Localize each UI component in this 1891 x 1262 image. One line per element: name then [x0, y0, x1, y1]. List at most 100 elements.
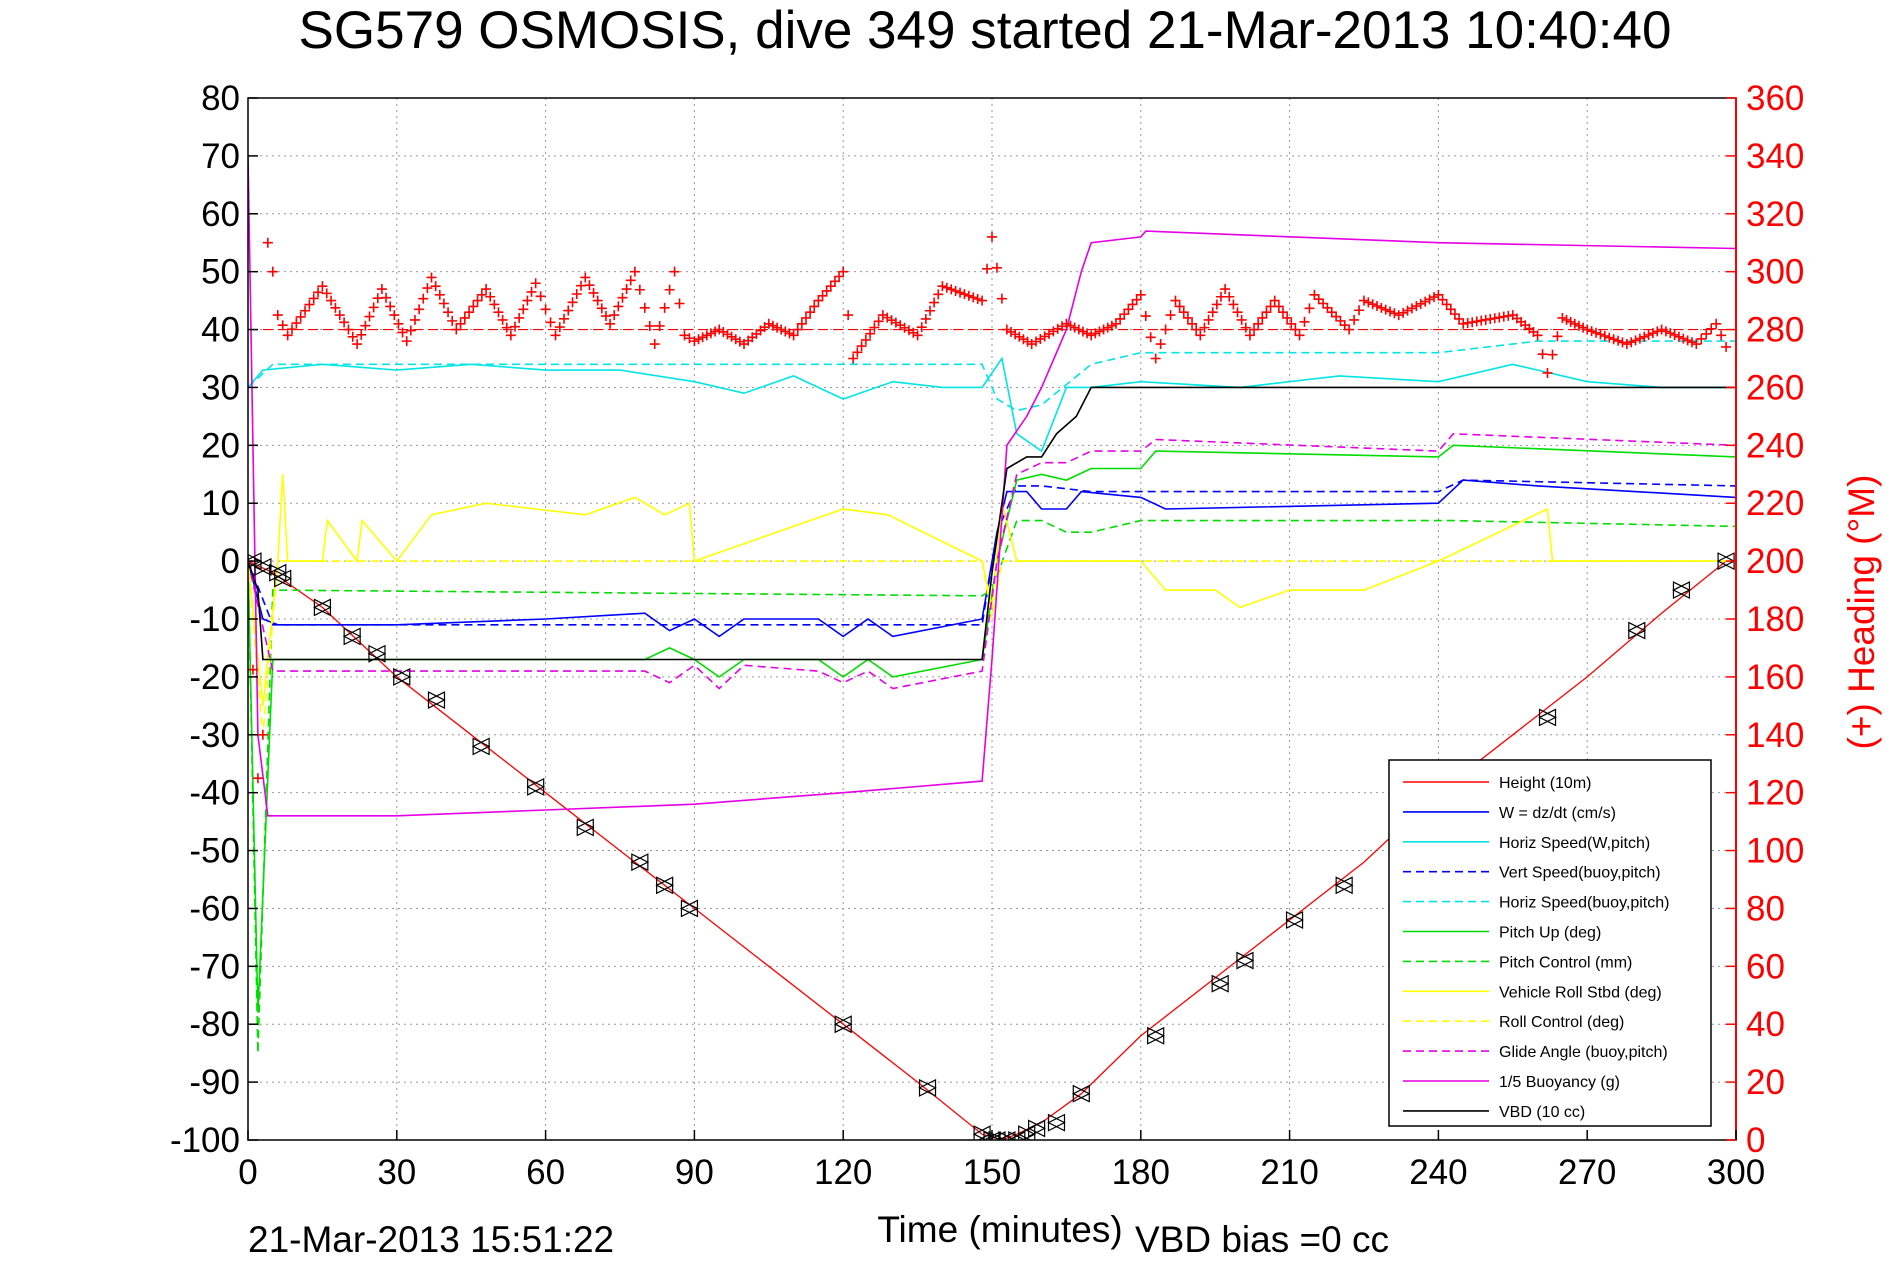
- heading-marker: [609, 310, 620, 321]
- x-tick-label: 150: [963, 1153, 1021, 1192]
- heading-marker: [1282, 312, 1293, 323]
- heading-marker: [767, 320, 778, 331]
- heading-marker: [505, 330, 516, 341]
- heading-marker: [1595, 329, 1606, 340]
- legend: Height (10m) W = dz/dt (cm/s) Horiz Speed(…: [1388, 759, 1712, 1127]
- heading-marker: [1363, 297, 1374, 308]
- heading-marker: [368, 302, 379, 313]
- heading-marker: [567, 297, 578, 308]
- heading-marker: [518, 304, 529, 315]
- heading-marker: [1182, 312, 1193, 323]
- heading-marker: [852, 347, 863, 358]
- heading-marker: [674, 298, 685, 309]
- heading-marker: [326, 295, 337, 306]
- heading-marker: [1537, 349, 1548, 360]
- heading-marker: [886, 315, 897, 326]
- depth-marker: [1146, 1026, 1165, 1045]
- heading-marker: [334, 310, 345, 321]
- heading-marker: [272, 310, 283, 321]
- heading-marker: [1155, 339, 1166, 350]
- heading-marker: [941, 282, 952, 293]
- heading-marker: [1232, 307, 1243, 318]
- y-tick-label: -30: [189, 716, 240, 755]
- heading-marker: [977, 295, 988, 306]
- heading-marker: [1665, 328, 1676, 339]
- heading-marker: [1372, 301, 1383, 312]
- heading-marker: [621, 284, 632, 295]
- heading-marker: [1006, 326, 1017, 337]
- heading-marker: [1039, 331, 1050, 342]
- heading-marker: [1673, 331, 1684, 342]
- heading-marker: [955, 287, 966, 298]
- heading-marker: [605, 318, 616, 329]
- heading-marker: [882, 312, 893, 323]
- series-line-7: [248, 474, 1736, 706]
- heading-marker: [481, 284, 492, 295]
- heading-marker: [468, 301, 479, 312]
- right-tick-label: 100: [1746, 832, 1804, 871]
- heading-marker: [1309, 289, 1320, 300]
- heading-marker: [899, 322, 910, 333]
- legend-entry-6: Pitch Control (mm): [1499, 954, 1632, 971]
- heading-marker: [1145, 332, 1156, 343]
- heading-marker: [659, 302, 670, 313]
- heading-marker: [1160, 324, 1171, 335]
- depth-marker: [1007, 1131, 1026, 1140]
- heading-marker: [856, 341, 867, 352]
- legend-entry-8: Roll Control (deg): [1499, 1014, 1624, 1031]
- heading-marker: [664, 284, 675, 295]
- right-tick-label: 20: [1746, 1063, 1785, 1102]
- heading-marker: [476, 289, 487, 300]
- heading-marker: [385, 301, 396, 312]
- heading-marker: [1691, 339, 1702, 350]
- heading-marker: [497, 314, 508, 325]
- right-tick-label: 340: [1746, 137, 1804, 176]
- legend-entry-11: VBD (10 cc): [1499, 1104, 1585, 1121]
- heading-marker: [1639, 331, 1650, 342]
- heading-marker: [1716, 330, 1727, 341]
- heading-marker: [1547, 349, 1558, 360]
- depth-marker: [1285, 911, 1304, 929]
- series-line-2: [248, 356, 1731, 453]
- heading-marker: [393, 318, 404, 329]
- heading-marker: [1102, 322, 1113, 333]
- heading-marker: [451, 324, 462, 335]
- right-tick-label: 80: [1746, 889, 1785, 928]
- heading-marker: [493, 307, 504, 318]
- depth-marker: [392, 667, 411, 686]
- right-tick-label: 120: [1746, 774, 1804, 813]
- heading-marker: [1696, 333, 1707, 344]
- heading-marker: [434, 289, 445, 300]
- x-tick-label: 90: [675, 1153, 714, 1192]
- legend-entry-7: Vehicle Roll Stbd (deg): [1499, 984, 1662, 1001]
- heading-marker: [1385, 306, 1396, 317]
- heading-marker: [788, 330, 799, 341]
- heading-marker: [705, 328, 716, 339]
- heading-marker: [972, 294, 983, 305]
- heading-marker: [1415, 298, 1426, 309]
- heading-marker: [584, 280, 595, 291]
- heading-marker: [1339, 320, 1350, 331]
- footer-vbd-bias: VBD bias =0 cc: [1135, 1219, 1389, 1260]
- depth-marker: [1627, 621, 1646, 640]
- y-tick-label: -40: [189, 774, 240, 813]
- heading-marker: [843, 310, 854, 321]
- heading-marker: [381, 292, 392, 303]
- heading-marker: [1277, 307, 1288, 318]
- heading-marker: [571, 288, 582, 299]
- heading-marker: [418, 293, 429, 304]
- heading-marker: [1240, 322, 1251, 333]
- depth-marker: [1628, 621, 1647, 640]
- heading-marker: [1669, 329, 1680, 340]
- heading-marker: [1026, 339, 1037, 350]
- y-tick-label: 30: [201, 368, 240, 407]
- heading-marker: [838, 266, 849, 277]
- heading-marker: [352, 339, 363, 350]
- heading-marker: [1294, 330, 1305, 341]
- heading-marker: [860, 334, 871, 345]
- heading-marker: [1393, 310, 1404, 321]
- heading-marker: [592, 295, 603, 306]
- heading-marker: [968, 292, 979, 303]
- heading-marker: [1599, 330, 1610, 341]
- heading-marker: [629, 266, 640, 277]
